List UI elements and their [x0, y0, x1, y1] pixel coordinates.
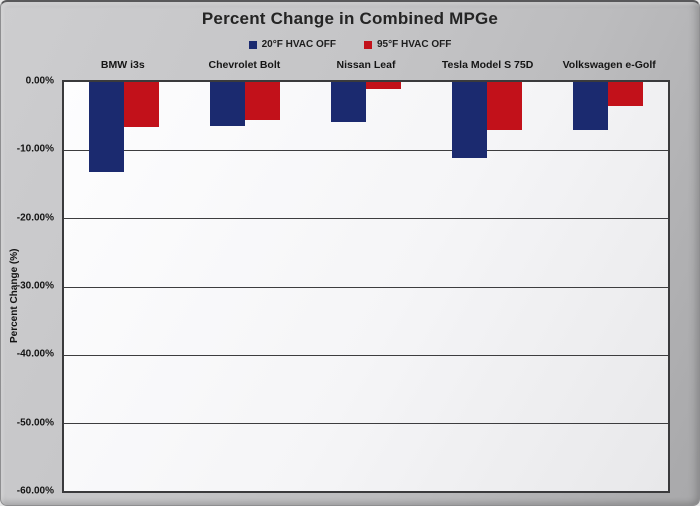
plot-area [62, 80, 670, 493]
y-tick-label: -30.00% [16, 280, 54, 292]
gridline [64, 150, 668, 151]
legend-swatch-blue-icon [248, 40, 257, 49]
bar-20f-3 [451, 82, 487, 159]
bar-95f-4 [607, 82, 643, 106]
y-axis: 0.00% -10.00% -20.00% -30.00% -40.00% -50.00%… [1, 76, 57, 497]
gridline [64, 423, 668, 424]
bar-20f-1 [210, 82, 246, 126]
category-label: Volkswagen e-Golf [562, 59, 656, 71]
legend-label-20f: 20°F HVAC OFF [261, 39, 336, 50]
bar-20f-2 [331, 82, 366, 122]
category-label: BMW i3s [100, 59, 145, 71]
gridline [64, 218, 668, 219]
bar-95f-3 [486, 82, 522, 130]
category-label: Chevrolet Bolt [208, 59, 281, 71]
y-axis-title: Percent Change (%) [9, 248, 20, 343]
category-label: Nissan Leaf [336, 59, 396, 71]
legend: 20°F HVAC OFF 95°F HVAC OFF [1, 39, 699, 50]
legend-label-95f: 95°F HVAC OFF [377, 39, 452, 50]
gridline [64, 287, 668, 288]
bar-20f-0 [89, 82, 125, 172]
legend-swatch-red-icon [364, 40, 372, 49]
bar-20f-4 [572, 82, 608, 131]
y-tick-label: -50.00% [16, 417, 54, 429]
legend-item-20f: 20°F HVAC OFF [248, 39, 336, 50]
gridline [64, 355, 668, 356]
y-tick-label: -60.00% [16, 485, 54, 497]
y-tick-label: -10.00% [16, 143, 54, 155]
bar-95f-2 [366, 82, 401, 89]
y-tick-label: -40.00% [16, 348, 54, 360]
y-tick-label: -20.00% [16, 212, 54, 224]
bar-95f-1 [245, 82, 281, 121]
category-label: Tesla Model S 75D [441, 59, 534, 71]
legend-item-95f: 95°F HVAC OFF [364, 39, 451, 50]
category-axis: BMW i3s Chevrolet Bolt Nissan Leaf Tesla Mo… [62, 59, 670, 74]
y-tick-label: 0.00% [25, 75, 54, 87]
bar-95f-0 [124, 82, 160, 127]
chart-title: Percent Change in Combined MPGe [201, 9, 499, 28]
